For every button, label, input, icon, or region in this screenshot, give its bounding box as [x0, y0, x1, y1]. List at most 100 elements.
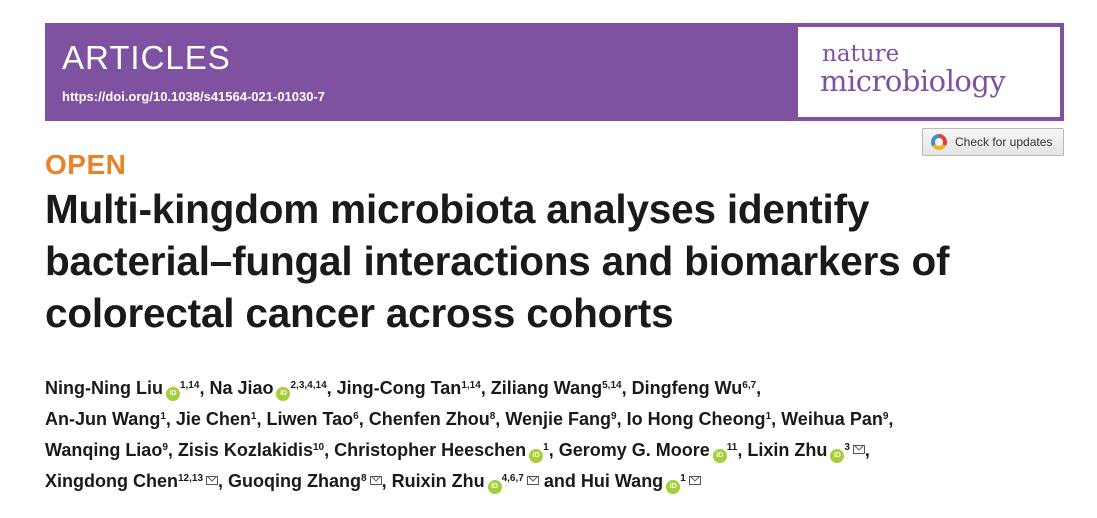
author-name[interactable]: Weihua Pan: [781, 409, 883, 429]
article-header-banner: ARTICLES https://doi.org/10.1038/s41564-…: [45, 23, 1064, 121]
author[interactable]: Ziliang Wang5,14,: [491, 378, 632, 398]
author-name[interactable]: Hui Wang: [580, 471, 664, 491]
affiliation-superscript[interactable]: 8: [361, 473, 367, 484]
author-name[interactable]: Zisis Kozlakidis: [177, 440, 313, 460]
author[interactable]: Na Jiao iD2,3,4,14,: [209, 378, 337, 401]
author-separator: ,: [167, 440, 178, 460]
affiliation-superscript[interactable]: 1: [543, 442, 549, 453]
author-line: Xingdong Chen12,13, Guoqing Zhang8, Ruix…: [45, 471, 1055, 502]
author-name[interactable]: Ning-Ning Liu: [45, 378, 163, 398]
affiliation-superscript[interactable]: 5,14: [602, 380, 622, 391]
author[interactable]: Liwen Tao6,: [267, 409, 369, 429]
journal-logo-line1: nature: [822, 41, 900, 67]
orcid-icon[interactable]: iD: [712, 449, 727, 463]
author-separator: ,: [495, 409, 506, 429]
author-name[interactable]: Wenjie Fang: [505, 409, 611, 429]
author[interactable]: An-Jun Wang1,: [45, 409, 176, 429]
affiliation-superscript[interactable]: 1,14: [461, 380, 481, 391]
affiliation-superscript[interactable]: 9: [882, 411, 889, 422]
affiliation-superscript[interactable]: 1,14: [179, 380, 200, 391]
envelope-icon[interactable]: [526, 476, 539, 485]
author[interactable]: Weihua Pan9,: [781, 409, 893, 429]
orcid-icon[interactable]: iD: [830, 449, 845, 463]
author-name[interactable]: Guoqing Zhang: [228, 471, 362, 491]
affiliation-superscript[interactable]: 9: [611, 411, 617, 422]
journal-logo-line2: microbiology: [820, 64, 1006, 98]
author-separator: ,: [771, 409, 782, 429]
author-list: Ning-Ning Liu iD1,14, Na Jiao iD2,3,4,14, …: [45, 378, 1055, 502]
author-name[interactable]: Jie Chen: [175, 409, 251, 429]
author-separator: ,: [756, 378, 762, 398]
author[interactable]: Jie Chen1,: [176, 409, 267, 429]
author[interactable]: Lixin Zhu iD3,: [747, 440, 870, 463]
orcid-icon[interactable]: iD: [666, 480, 681, 494]
article-title: Multi-kingdom microbiota analyses identi…: [45, 186, 950, 336]
orcid-icon[interactable]: iD: [529, 449, 544, 463]
affiliation-superscript[interactable]: 6,7: [742, 380, 757, 391]
affiliation-superscript[interactable]: 2,3,4,14: [290, 380, 327, 391]
author-line: An-Jun Wang1, Jie Chen1, Liwen Tao6, Che…: [45, 409, 1055, 440]
author-name[interactable]: Wanqing Liao: [45, 440, 163, 460]
envelope-icon[interactable]: [206, 476, 219, 485]
author-name[interactable]: Dingfeng Wu: [631, 378, 743, 398]
author-separator: ,: [256, 409, 267, 429]
author-separator: ,: [864, 440, 870, 460]
envelope-icon[interactable]: [369, 476, 382, 485]
affiliation-superscript[interactable]: 1: [250, 411, 257, 422]
author-line: Ning-Ning Liu iD1,14, Na Jiao iD2,3,4,14, …: [45, 378, 1055, 409]
author[interactable]: Zisis Kozlakidis10,: [178, 440, 334, 460]
check-for-updates-label: Check for updates: [955, 135, 1053, 149]
author[interactable]: Wenjie Fang9,: [505, 409, 626, 429]
author-line: Wanqing Liao9, Zisis Kozlakidis10, Chris…: [45, 440, 1055, 471]
section-label: ARTICLES: [62, 39, 231, 76]
open-access-label: OPEN: [45, 149, 127, 180]
affiliation-superscript[interactable]: 1: [765, 411, 772, 422]
author-name[interactable]: Jing-Cong Tan: [336, 378, 462, 398]
affiliation-superscript[interactable]: 1: [160, 411, 166, 422]
author[interactable]: Wanqing Liao9,: [45, 440, 178, 460]
doi-link[interactable]: https://doi.org/10.1038/s41564-021-01030…: [62, 89, 326, 104]
orcid-icon[interactable]: iD: [165, 387, 180, 401]
author-name[interactable]: Na Jiao: [209, 378, 274, 398]
envelope-icon[interactable]: [852, 445, 865, 454]
author[interactable]: Christopher Heeschen iD1,: [334, 440, 559, 463]
affiliation-superscript[interactable]: 12,13: [177, 473, 204, 484]
orcid-icon[interactable]: iD: [276, 387, 291, 401]
author-name[interactable]: Chenfen Zhou: [368, 409, 490, 429]
author[interactable]: Ning-Ning Liu iD1,14,: [45, 378, 209, 401]
author-name[interactable]: Ziliang Wang: [490, 378, 603, 398]
affiliation-superscript[interactable]: 10: [312, 442, 325, 453]
author-name[interactable]: Christopher Heeschen: [334, 440, 527, 460]
affiliation-superscript[interactable]: 6: [353, 411, 359, 422]
author-separator: ,: [218, 471, 229, 491]
journal-logo[interactable]: nature microbiology: [798, 27, 1060, 117]
author-separator: ,: [326, 378, 337, 398]
author[interactable]: Guoqing Zhang8,: [228, 471, 392, 491]
affiliation-superscript[interactable]: 4,6,7: [501, 473, 524, 484]
author[interactable]: Dingfeng Wu6,7,: [632, 378, 762, 398]
affiliation-superscript[interactable]: 11: [726, 442, 738, 453]
author[interactable]: Io Hong Cheong1,: [627, 409, 782, 429]
check-for-updates-button[interactable]: Check for updates: [922, 128, 1064, 156]
author[interactable]: Chenfen Zhou8,: [369, 409, 506, 429]
author-name[interactable]: An-Jun Wang: [45, 409, 161, 429]
envelope-icon[interactable]: [688, 476, 701, 485]
author-name[interactable]: Geromy G. Moore: [558, 440, 710, 460]
author-separator: ,: [621, 378, 632, 398]
author-name[interactable]: Io Hong Cheong: [626, 409, 766, 429]
author[interactable]: Ruixin Zhu iD4,6,7 and: [391, 471, 581, 494]
author[interactable]: Jing-Cong Tan1,14,: [337, 378, 491, 398]
author[interactable]: Xingdong Chen12,13,: [45, 471, 228, 491]
affiliation-superscript[interactable]: 1: [680, 473, 686, 484]
affiliation-superscript[interactable]: 9: [162, 442, 168, 453]
author-name[interactable]: Lixin Zhu: [747, 440, 828, 460]
author[interactable]: Hui Wang iD1: [580, 471, 701, 494]
author-name[interactable]: Xingdong Chen: [45, 471, 178, 491]
affiliation-superscript[interactable]: 8: [489, 411, 496, 422]
orcid-icon[interactable]: iD: [487, 480, 502, 494]
author-separator: ,: [737, 440, 748, 460]
author[interactable]: Geromy G. Moore iD11,: [558, 440, 748, 463]
affiliation-superscript[interactable]: 3: [844, 442, 850, 453]
author-name[interactable]: Liwen Tao: [266, 409, 354, 429]
author-name[interactable]: Ruixin Zhu: [391, 471, 485, 491]
